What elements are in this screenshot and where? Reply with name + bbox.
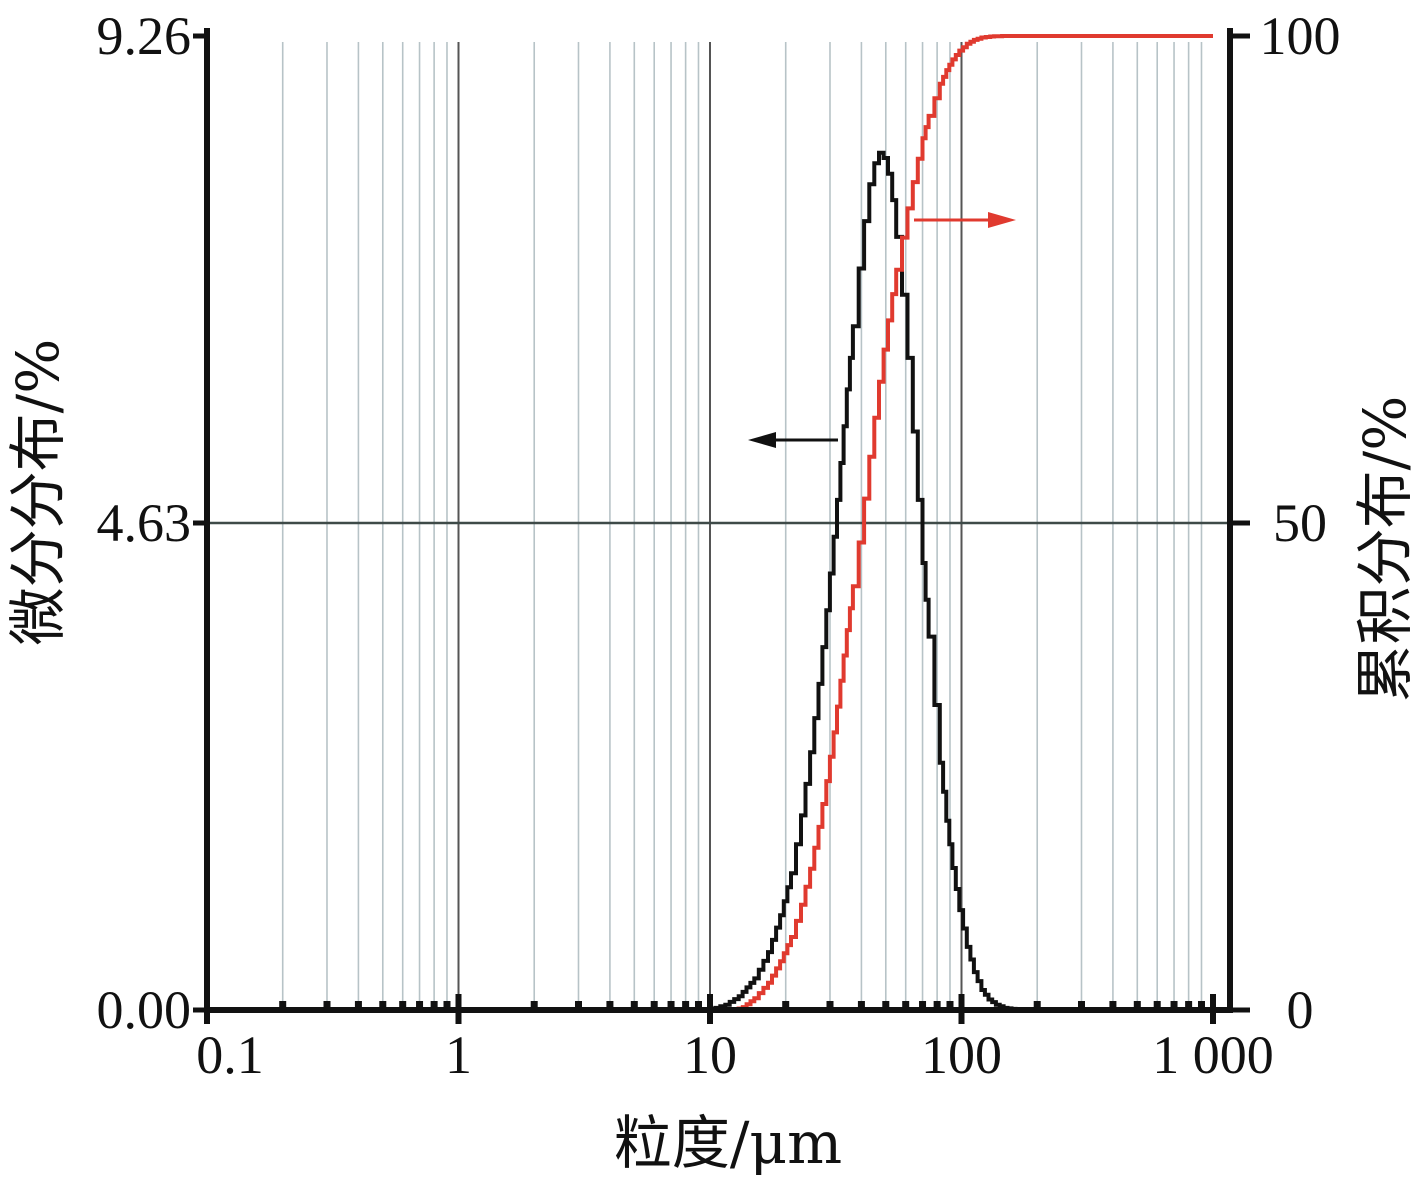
right-y-axis-title: 累积分布/% [1351,396,1417,703]
x-minor-tick [1077,1001,1085,1010]
right-y-tick-label: 0 [1287,980,1314,1040]
x-minor-tick [1153,1001,1161,1010]
right-y-tick-label: 100 [1260,6,1341,66]
x-minor-tick [694,1001,702,1010]
x-minor-tick [530,1001,538,1010]
x-minor-tick [606,1001,614,1010]
x-minor-tick [933,1001,941,1010]
x-minor-tick [1109,1001,1117,1010]
labels-layer: 粒度/μm 微分分布/% 累积分布/% [4,339,1417,1177]
x-minor-tick [379,1001,387,1010]
x-tick-label: 0.1 [196,1025,264,1085]
grid-layer [207,42,1231,1010]
x-minor-tick [1033,1001,1041,1010]
x-tick-label: 10 [683,1025,737,1085]
x-minor-tick [354,1001,362,1010]
x-minor-tick [782,1001,790,1010]
right-axis-arrow [914,212,1016,228]
x-minor-tick [1197,1001,1205,1010]
x-axis-title: 粒度/μm [614,1109,842,1177]
x-minor-tick [1170,1001,1178,1010]
x-tick-label: 1 [445,1025,472,1085]
x-minor-tick [279,1001,287,1010]
left-y-axis-title: 微分分布/% [4,339,72,646]
x-minor-tick [650,1001,658,1010]
arrow-head [748,432,776,448]
arrow-head [988,212,1016,228]
x-tick-label: 100 [921,1025,1002,1085]
left-y-tick-label: 4.63 [97,493,192,553]
x-minor-tick [399,1001,407,1010]
x-minor-tick [902,1001,910,1010]
x-minor-tick [630,1001,638,1010]
x-minor-tick [574,1001,582,1010]
axes-layer: 0.1 1 10 100 1 000 0.00 4.63 9.26 0 50 100 [97,6,1341,1085]
x-minor-tick [1185,1001,1193,1010]
left-y-tick-label: 9.26 [97,6,192,66]
x-minor-tick [682,1001,690,1010]
x-minor-tick [882,1001,890,1010]
x-minor-tick [826,1001,834,1010]
x-tick-label: 1 000 [1152,1025,1274,1085]
x-minor-tick [416,1001,424,1010]
x-minor-tick [946,1001,954,1010]
left-axis-arrow [748,432,838,448]
x-minor-tick [323,1001,331,1010]
x-minor-tick [1133,1001,1141,1010]
right-y-tick-label: 50 [1273,493,1327,553]
x-minor-tick [919,1001,927,1010]
left-y-tick-label: 0.00 [97,980,192,1040]
x-minor-tick [443,1001,451,1010]
x-minor-tick [857,1001,865,1010]
x-minor-tick [667,1001,675,1010]
x-minor-tick [430,1001,438,1010]
